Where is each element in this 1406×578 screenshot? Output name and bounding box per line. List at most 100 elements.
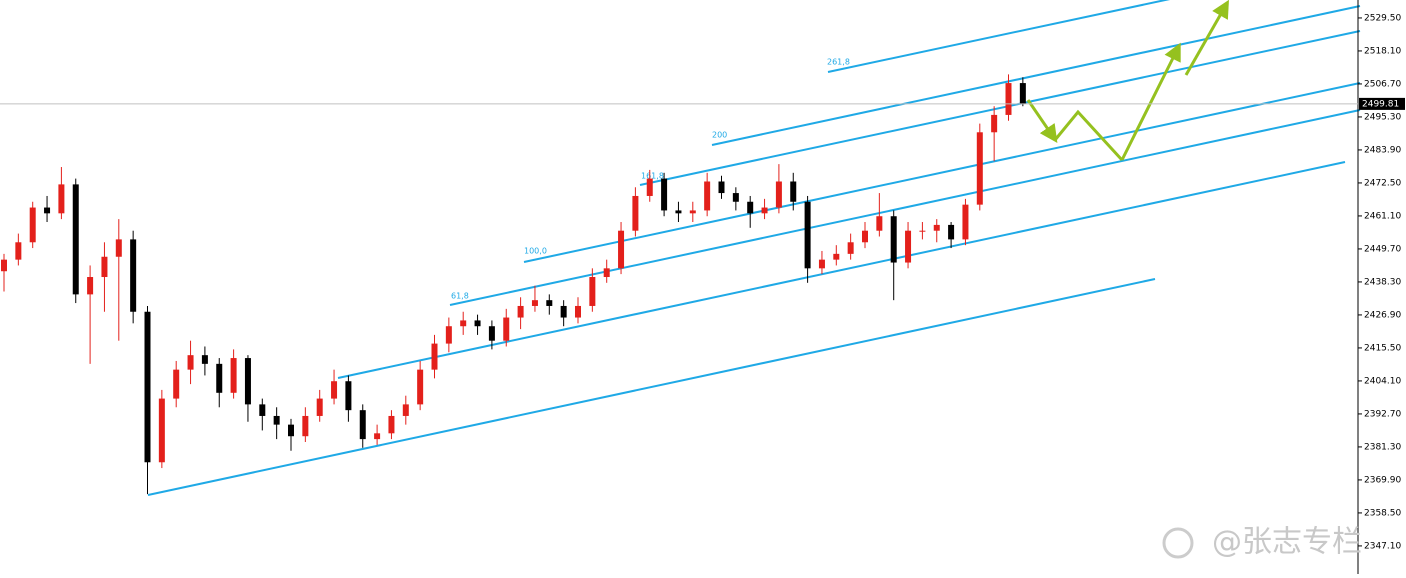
y-axis-labels: 2529.50 2518.10 2506.70 2495.30 2483.90 2472.… <box>1358 13 1401 551</box>
fib-label: 261,8 <box>827 58 850 67</box>
channel-line <box>523 82 1361 263</box>
watermark-text: @张志专栏 <box>1212 525 1362 560</box>
watermark-icon <box>1162 527 1194 559</box>
arrow <box>1053 109 1124 162</box>
candle-body <box>101 256 108 278</box>
candle-body <box>661 178 668 211</box>
y-tick-label: 2495.30 <box>1364 112 1401 122</box>
y-tick-label: 2461.10 <box>1364 211 1401 221</box>
candle-body <box>87 277 94 295</box>
candle-body <box>187 355 194 370</box>
y-tick-label: 2392.70 <box>1364 409 1401 419</box>
candle-body <box>345 381 352 411</box>
candle-body <box>775 181 782 208</box>
y-tick-label: 2381.30 <box>1364 442 1401 452</box>
candle-body <box>29 207 36 243</box>
candle-body <box>230 358 237 393</box>
candle-body <box>747 201 754 214</box>
y-tick-label: 2358.50 <box>1364 508 1401 518</box>
channel-line <box>449 109 1361 306</box>
arrow <box>1184 0 1229 76</box>
candle-body <box>316 398 323 416</box>
candle-body <box>976 132 983 205</box>
y-tick-label: 2426.90 <box>1364 310 1401 320</box>
candle-body <box>244 358 251 405</box>
candle-body <box>862 230 868 243</box>
candle-body <box>474 320 481 327</box>
y-tick-label: 2483.90 <box>1364 145 1401 155</box>
candle-body <box>173 369 180 399</box>
fib-label: 161,8 <box>641 172 664 181</box>
candle-body <box>517 305 524 318</box>
y-tick-label: 2472.50 <box>1364 178 1401 188</box>
candle-body <box>933 224 940 231</box>
current-price-label: 2499.81 <box>1362 99 1399 109</box>
candle-body <box>632 195 639 231</box>
arrow <box>1026 99 1058 143</box>
candle-body <box>847 242 854 254</box>
candle-body <box>560 305 567 318</box>
candle-body <box>818 259 825 269</box>
candle-body <box>991 114 998 133</box>
candle-body <box>575 305 581 318</box>
candle-body <box>718 181 725 194</box>
y-tick-label: 2369.90 <box>1364 475 1401 485</box>
candle-body <box>948 224 955 240</box>
candle-body <box>130 239 137 312</box>
candle-body <box>962 204 969 240</box>
candle-body <box>144 311 151 463</box>
channel-line <box>711 5 1361 146</box>
fib-label: 200 <box>712 131 727 140</box>
candle-body <box>460 320 467 327</box>
candle-body <box>531 300 538 306</box>
candle-body <box>646 178 653 196</box>
candle-body <box>402 404 409 416</box>
y-tick-label: 2529.50 <box>1364 13 1401 23</box>
candles <box>1 74 1026 495</box>
candle-body <box>288 424 294 437</box>
candle-body <box>201 355 208 364</box>
candle-body <box>216 363 223 393</box>
current-price-box <box>1359 97 1405 110</box>
candle-body <box>689 210 696 214</box>
candle-body <box>732 193 739 202</box>
candle-body <box>890 216 897 263</box>
channel-line <box>827 0 1171 73</box>
candle-body <box>259 404 266 416</box>
candle-body <box>72 184 79 295</box>
candle-body <box>618 230 625 269</box>
y-tick-label: 2438.30 <box>1364 277 1401 287</box>
candle-body <box>15 242 22 260</box>
candle-body <box>589 277 596 306</box>
fib-label: 100,0 <box>524 247 547 256</box>
candle-body <box>833 253 840 260</box>
candle-body <box>790 181 797 202</box>
y-tick-label: 2506.70 <box>1364 79 1401 89</box>
candle-body <box>273 415 280 425</box>
candle-body <box>44 207 51 214</box>
candle-body <box>1019 83 1026 104</box>
candle-body <box>58 184 65 214</box>
candle-body <box>1 259 7 272</box>
y-tick-label: 2518.10 <box>1364 46 1401 56</box>
channel-line <box>639 30 1361 186</box>
projection-arrows <box>1026 0 1229 162</box>
candle-body <box>302 415 309 437</box>
fib-channel: 61,8 100,0 161,8 200 261,8 <box>147 0 1361 496</box>
candle-body <box>503 317 510 341</box>
candle-body <box>115 239 122 257</box>
candle-body <box>919 230 926 232</box>
candle-body <box>331 381 338 399</box>
candle-body <box>1005 83 1012 115</box>
candle-body <box>876 216 883 231</box>
candle-body <box>374 433 381 440</box>
candle-body <box>761 207 768 214</box>
candle-body <box>431 343 438 370</box>
y-tick-label: 2404.10 <box>1364 376 1401 386</box>
fib-label: 61,8 <box>451 292 469 301</box>
candle-body <box>603 268 610 278</box>
candle-body <box>359 410 366 440</box>
candle-body <box>488 326 495 341</box>
y-tick-label: 2347.10 <box>1364 541 1401 551</box>
